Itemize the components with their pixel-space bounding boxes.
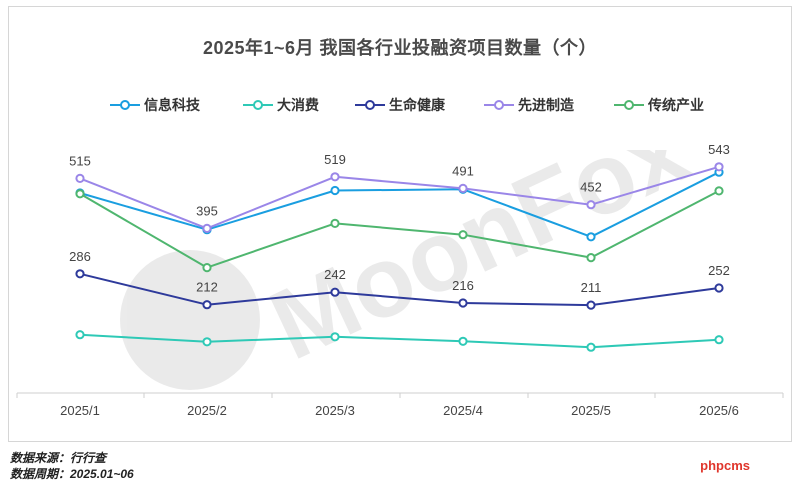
x-tick-label-3: 2025/4 <box>443 403 483 418</box>
x-tick-label-4: 2025/5 <box>571 403 611 418</box>
legend-swatch-icon <box>484 98 514 112</box>
data-label-2-5: 252 <box>708 263 730 278</box>
legend-swatch-icon <box>243 98 273 112</box>
legend-item-0[interactable]: 信息科技 <box>110 95 200 115</box>
x-tick-label-2: 2025/3 <box>315 403 355 418</box>
series-line-4 <box>79 190 720 269</box>
data-point-3-0 <box>75 173 85 183</box>
data-label-2-4: 211 <box>581 280 602 295</box>
data-point-1-2 <box>330 332 340 342</box>
data-label-3-0: 515 <box>69 153 91 168</box>
data-label-3-4: 452 <box>580 180 602 195</box>
x-tick-label-5: 2025/6 <box>699 403 739 418</box>
legend-label: 信息科技 <box>144 97 200 113</box>
data-label-2-2: 242 <box>324 267 346 282</box>
legend-item-4[interactable]: 传统产业 <box>614 95 704 115</box>
legend-swatch-icon <box>110 98 140 112</box>
data-point-1-4 <box>586 342 596 352</box>
data-point-2-5 <box>714 283 724 293</box>
data-period: 数据周期：2025.01~06 <box>10 467 134 481</box>
data-label-3-5: 543 <box>708 142 730 157</box>
chart-frame <box>8 6 792 442</box>
data-point-2-4 <box>586 300 596 310</box>
brand-text: phpcms <box>700 458 750 473</box>
data-point-2-3 <box>458 298 468 308</box>
data-point-4-1 <box>202 263 212 273</box>
data-point-2-2 <box>330 287 340 297</box>
data-label-3-1: 395 <box>196 203 218 218</box>
data-point-4-5 <box>714 186 724 196</box>
legend-label: 传统产业 <box>648 97 704 113</box>
data-label-3-3: 491 <box>452 163 474 178</box>
footer: 数据来源：行行查 数据周期：2025.01~06 <box>10 450 134 482</box>
data-point-1-5 <box>714 335 724 345</box>
data-source: 数据来源：行行查 <box>10 451 107 465</box>
data-point-4-3 <box>458 230 468 240</box>
series-line-3 <box>79 165 720 230</box>
data-point-0-4 <box>586 232 596 242</box>
x-tick-label-1: 2025/2 <box>187 403 227 418</box>
legend-label: 先进制造 <box>518 97 574 113</box>
legend-swatch-icon <box>614 98 644 112</box>
data-label-2-0: 286 <box>69 249 91 264</box>
legend-label: 生命健康 <box>389 97 445 113</box>
data-point-4-4 <box>586 253 596 263</box>
data-point-4-0 <box>75 189 85 199</box>
data-point-2-0 <box>75 269 85 279</box>
data-point-1-0 <box>75 330 85 340</box>
series-line-0 <box>79 171 720 238</box>
data-point-3-4 <box>586 200 596 210</box>
data-point-3-3 <box>458 183 468 193</box>
data-point-3-5 <box>714 162 724 172</box>
data-point-1-3 <box>458 336 468 346</box>
legend-item-1[interactable]: 大消费 <box>243 95 319 115</box>
chart-title: 2025年1~6月 我国各行业投融资项目数量（个） <box>202 38 598 58</box>
data-label-2-1: 212 <box>196 280 218 295</box>
legend-swatch-icon <box>355 98 385 112</box>
data-point-3-2 <box>330 172 340 182</box>
data-point-1-1 <box>202 337 212 347</box>
data-point-3-1 <box>202 223 212 233</box>
data-point-0-2 <box>330 185 340 196</box>
series-line-2 <box>79 272 720 307</box>
data-point-4-2 <box>330 218 340 228</box>
legend: 信息科技 大消费 生命健康 先进制造 传统产业 <box>0 95 800 117</box>
x-tick-label-0: 2025/1 <box>60 403 100 418</box>
legend-label: 大消费 <box>277 97 319 113</box>
data-label-2-3: 216 <box>452 278 474 293</box>
series-line-1 <box>79 333 720 349</box>
legend-item-2[interactable]: 生命健康 <box>355 95 445 115</box>
legend-item-3[interactable]: 先进制造 <box>484 95 574 115</box>
data-label-3-2: 519 <box>324 152 346 167</box>
data-point-2-1 <box>202 300 212 310</box>
